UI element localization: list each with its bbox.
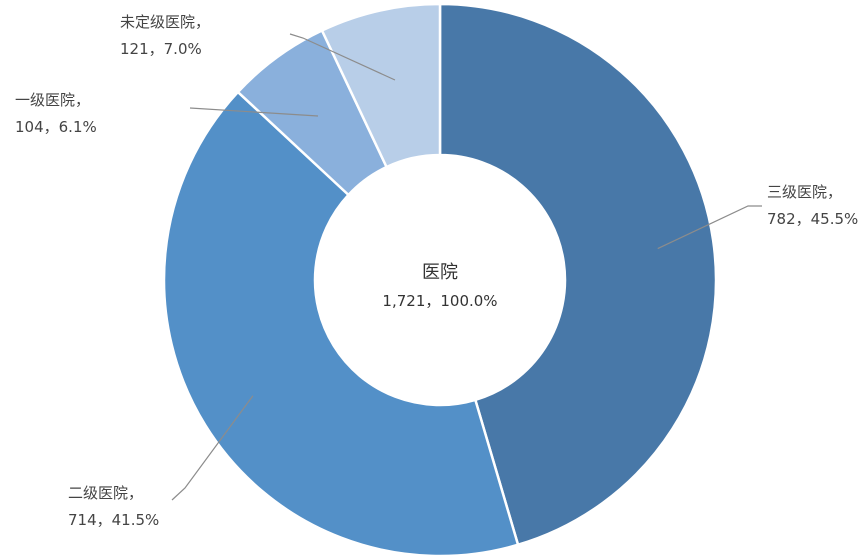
data-label-value: 714，41.5% <box>68 511 159 529</box>
leader-line <box>189 107 319 117</box>
donut-slice <box>438 2 718 547</box>
leader-line <box>289 33 396 81</box>
data-label-name: 二级医院， <box>68 484 143 502</box>
center-label-name: 医院 <box>422 262 458 283</box>
center-label-group: 医院 1,721，100.0% <box>382 262 497 310</box>
leader-line-group <box>171 33 762 501</box>
data-label-value: 782，45.5% <box>767 210 858 228</box>
data-label-name: 未定级医院， <box>120 13 210 31</box>
donut-slice <box>162 90 520 555</box>
data-label-value: 104，6.1% <box>15 118 97 136</box>
donut-slice <box>320 2 442 169</box>
data-label-group: 三级医院， 782，45.5% 二级医院， 714，41.5% 一级医院， 104，6.1… <box>15 13 858 529</box>
leader-line <box>171 395 254 501</box>
data-label-name: 一级医院， <box>15 91 90 109</box>
leader-line <box>657 205 762 250</box>
data-label-value: 121，7.0% <box>120 40 202 58</box>
center-label-value: 1,721，100.0% <box>382 292 497 310</box>
data-label-name: 三级医院， <box>767 183 842 201</box>
slice-group <box>162 2 718 555</box>
